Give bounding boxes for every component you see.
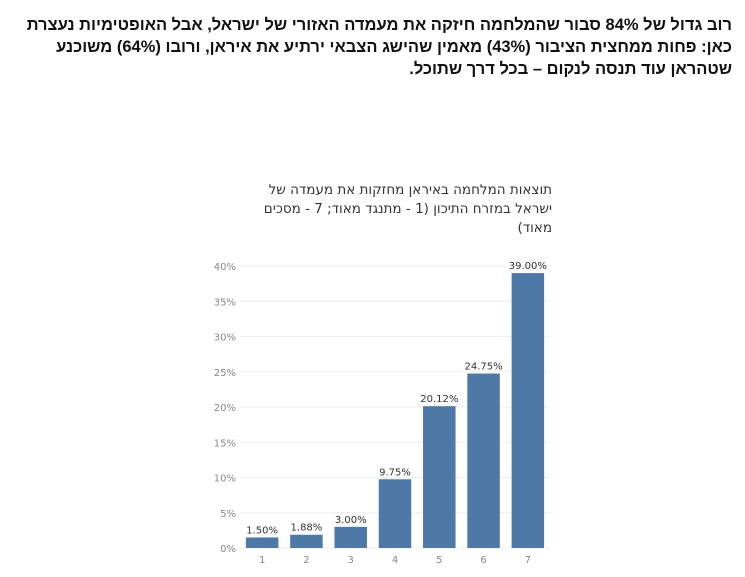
data-label: 24.75% [465,362,503,373]
intro-line-2: כאן: פחות ממחצית הציבור (43%) מאמין שהיש… [56,38,732,56]
y-tick-label: 35% [214,297,236,308]
x-tick-label: 5 [436,555,442,566]
chart-title: תוצאות המלחמה באיראן מחזקות את מעמדה של … [240,181,552,238]
data-label: 3.00% [335,515,367,526]
y-tick-label: 10% [214,474,236,485]
y-tick-label: 5% [220,509,236,520]
bar [245,537,279,548]
data-label: 1.50% [246,525,278,536]
data-label: 1.88% [291,523,323,534]
intro-line-1: רוב גדול של 84% סבור שהמלחמה חיזקה את מע… [26,16,732,34]
x-tick-label: 2 [303,555,309,566]
bar [511,273,545,548]
y-tick-label: 40% [214,262,236,273]
data-label: 9.75% [379,467,411,478]
x-tick-label: 7 [525,555,531,566]
chart-title-line-3: מאוד) [517,220,552,236]
chart-title-line-1: תוצאות המלחמה באיראן מחזקות את מעמדה של [268,182,552,198]
bar [290,534,323,548]
data-label: 39.00% [509,261,547,272]
bar [423,406,456,548]
x-tick-label: 4 [392,555,398,566]
bars [245,273,545,548]
data-label: 20.12% [420,394,458,405]
y-tick-label: 15% [214,438,236,449]
x-tick-label: 1 [259,555,265,566]
y-tick-label: 25% [214,368,236,379]
data-labels: 1.50% 1.88% 3.00% 9.75% 20.12% 24.75% 39.00% [246,261,547,536]
intro-paragraph: רוב גדול של 84% סבור שהמלחמה חיזקה את מע… [14,14,732,80]
y-tick-label: 30% [214,333,236,344]
y-tick-label: 20% [214,403,236,414]
x-axis-tick-labels: 1 2 3 4 5 6 7 [259,555,531,566]
bar [334,526,367,548]
x-tick-label: 6 [480,555,486,566]
y-tick-label: 0% [220,544,236,555]
chart-title-line-2: ישראל במזרח התיכון (1 - מתנגד מאוד; 7 - … [263,201,552,217]
bar [378,479,412,548]
bar [467,373,500,548]
y-axis-tick-labels: 0% 5% 10% 15% 20% 25% 30% 35% 40% [214,262,236,555]
intro-line-3: שטהראן עוד תנסה לנקום – בכל דרך שתוכל. [409,60,732,78]
x-tick-label: 3 [348,555,354,566]
